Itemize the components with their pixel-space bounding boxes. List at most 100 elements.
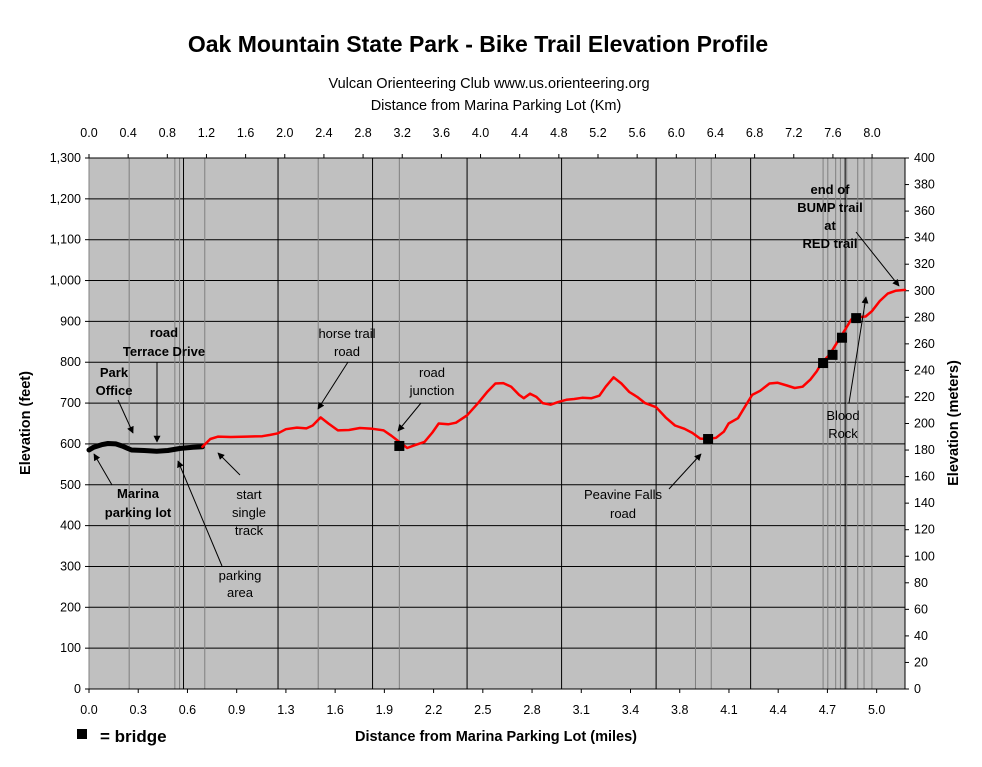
x-top-tick-label: 5.2 xyxy=(589,126,606,140)
annotation-line: at xyxy=(824,218,836,233)
x-tick-label: 3.4 xyxy=(622,703,639,717)
annotation-line: Rock xyxy=(828,426,858,441)
y2-tick-label: 140 xyxy=(914,496,935,510)
y2-tick-label: 60 xyxy=(914,602,928,616)
annotation-line: single xyxy=(232,505,266,520)
y-tick-label: 0 xyxy=(74,682,81,696)
x-top-tick-label: 1.6 xyxy=(237,126,254,140)
x-axis-ticks: 0.0 0.3 0.6 0.9 1.3 1.6 1.9 2.2 2.5 2.8 3.1 3.4 3.8 4… xyxy=(80,688,905,717)
annotation-bump: end of BUMP trail at RED trail xyxy=(797,182,900,287)
annotation-line: junction xyxy=(409,383,455,398)
annotation-start: start single track xyxy=(217,452,266,538)
y-tick-label: 300 xyxy=(60,559,81,573)
x-tick-label: 1.6 xyxy=(326,703,343,717)
y2-axis-label: Elevation (meters) xyxy=(946,360,962,486)
annotation-line: track xyxy=(235,523,264,538)
bridge-marker xyxy=(836,332,847,343)
x-top-tick-label: 2.4 xyxy=(315,126,332,140)
x-top-tick-label: 6.4 xyxy=(707,126,724,140)
chart-title: Oak Mountain State Park - Bike Trail Ele… xyxy=(188,31,768,57)
y2-tick-label: 300 xyxy=(914,284,935,298)
annotation-line: Peavine Falls xyxy=(584,487,663,502)
y2-tick-label: 380 xyxy=(914,178,935,192)
bridge-marker xyxy=(703,434,714,445)
y2-tick-label: 80 xyxy=(914,576,928,590)
y2-tick-label: 180 xyxy=(914,443,935,457)
x-tick-label: 0.3 xyxy=(130,703,147,717)
bridge-marker xyxy=(394,440,405,451)
x-tick-label: 1.3 xyxy=(277,703,294,717)
annotation-line: Marina xyxy=(117,486,160,501)
annotation-line: BUMP trail xyxy=(797,200,863,215)
vertical-gridlines xyxy=(183,158,846,689)
legend-bridge-label: = bridge xyxy=(100,727,167,746)
annotation-line: Terrace Drive xyxy=(123,344,205,359)
series-layer xyxy=(86,288,907,454)
y-tick-label: 900 xyxy=(60,314,81,328)
x-top-tick-label: 7.2 xyxy=(785,126,802,140)
y2-tick-label: 200 xyxy=(914,417,935,431)
x-tick-label: 2.5 xyxy=(474,703,491,717)
x-top-tick-label: 8.0 xyxy=(863,126,880,140)
annotation-line: Office xyxy=(96,383,133,398)
x-top-axis-ticks: 0.0 0.4 0.8 1.2 1.6 2.0 2.4 2.8 3.2 3.6 4.0 4.4 4.8 5… xyxy=(80,126,905,159)
annotation-line: horse trail xyxy=(318,326,375,341)
annotation-terrace-drive: road Terrace Drive xyxy=(123,325,205,443)
x-top-tick-label: 4.4 xyxy=(511,126,528,140)
annotation-parking: parking area xyxy=(177,460,261,600)
y2-tick-label: 20 xyxy=(914,655,928,669)
y2-tick-label: 0 xyxy=(914,682,921,696)
annotation-line: road xyxy=(334,344,360,359)
y-axis-ticks: 0 100 200 300 400 500 600 700 800 900 1,000 1,100 1,… xyxy=(50,151,89,696)
y-tick-label: 700 xyxy=(60,396,81,410)
annotation-line: start xyxy=(236,487,262,502)
y2-tick-label: 160 xyxy=(914,470,935,484)
x-tick-label: 3.8 xyxy=(671,703,688,717)
x-tick-label: 2.2 xyxy=(425,703,442,717)
y2-axis-ticks: 0 20 40 60 80 100 120 140 160 180 200 220 240 260 280 3… xyxy=(904,151,935,696)
y2-tick-label: 400 xyxy=(914,151,935,165)
y-tick-label: 800 xyxy=(60,355,81,369)
y-tick-label: 100 xyxy=(60,641,81,655)
x-top-tick-label: 7.6 xyxy=(824,126,841,140)
x-top-tick-label: 6.0 xyxy=(668,126,685,140)
y2-tick-label: 360 xyxy=(914,204,935,218)
x-tick-label: 0.0 xyxy=(80,703,97,717)
x-top-tick-label: 5.6 xyxy=(628,126,645,140)
y2-tick-label: 120 xyxy=(914,523,935,537)
y2-tick-label: 340 xyxy=(914,231,935,245)
x-axis-label: Distance from Marina Parking Lot (miles) xyxy=(355,729,637,745)
annotation-peavine: Peavine Falls road xyxy=(584,453,702,521)
plot-area xyxy=(88,157,906,690)
annotation-line: road xyxy=(419,365,445,380)
x-top-tick-label: 2.0 xyxy=(276,126,293,140)
y-tick-label: 600 xyxy=(60,437,81,451)
x-top-tick-label: 0.4 xyxy=(119,126,136,140)
annotation-line: Blood xyxy=(826,408,859,423)
legend: = bridge xyxy=(77,727,167,746)
y2-tick-label: 280 xyxy=(914,310,935,324)
bridge-marker xyxy=(851,313,862,324)
series-line-1 xyxy=(86,441,205,454)
x-top-tick-label: 6.8 xyxy=(746,126,763,140)
annotation-horse-trail: horse trail road xyxy=(317,326,376,410)
annotation-line: road xyxy=(150,325,178,340)
annotation-road-junction: road junction xyxy=(397,365,455,432)
chart-subtitle: Vulcan Orienteering Club www.us.orientee… xyxy=(328,76,649,92)
annotation-line: parking lot xyxy=(105,505,172,520)
x-top-tick-label: 2.8 xyxy=(354,126,371,140)
x-top-tick-label: 3.2 xyxy=(394,126,411,140)
annotation-line: end of xyxy=(811,182,851,197)
annotation-blood-rock: Blood Rock xyxy=(826,296,869,441)
x-top-tick-label: 1.2 xyxy=(198,126,215,140)
x-tick-label: 1.9 xyxy=(376,703,393,717)
y-axis-label: Elevation (feet) xyxy=(18,371,34,475)
x-tick-label: 0.9 xyxy=(228,703,245,717)
annotation-line: road xyxy=(610,506,636,521)
x-top-tick-label: 0.8 xyxy=(159,126,176,140)
bridge-marker xyxy=(818,358,829,369)
y2-tick-label: 40 xyxy=(914,629,928,643)
y2-tick-label: 100 xyxy=(914,549,935,563)
y-tick-label: 1,300 xyxy=(50,151,81,165)
